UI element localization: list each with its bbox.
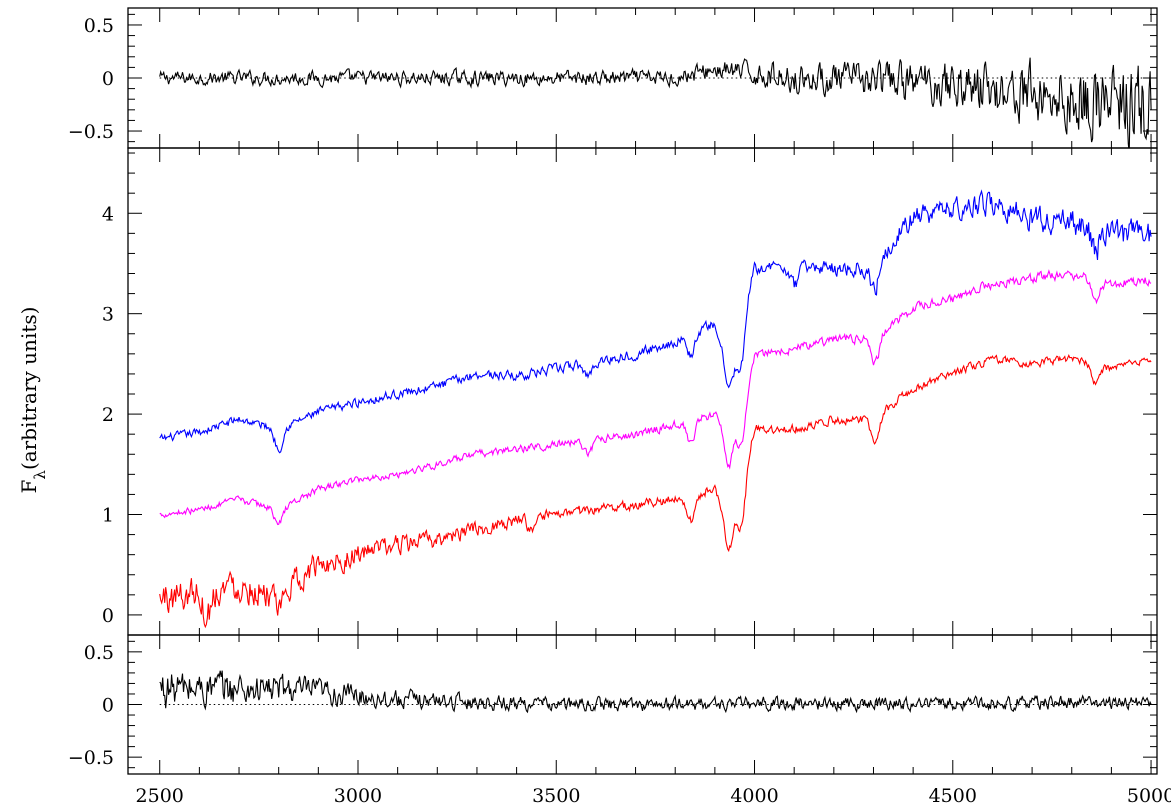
y-tick-label: −0.5: [68, 121, 114, 143]
y-tick-label: 0.5: [84, 642, 114, 664]
x-tick-label: 5000: [1127, 785, 1171, 807]
x-axis: 2500 3000 3500 4000 4500 5000: [136, 785, 1171, 807]
panel-main-spectra: 0 1 2 3 4: [102, 147, 1158, 636]
x-tick-label: 4000: [730, 785, 778, 807]
y-tick-label: 3: [102, 304, 114, 326]
series-line: [159, 354, 1152, 629]
x-tick-label: 4500: [929, 785, 977, 807]
y-axis-title-main: F: [17, 479, 41, 493]
panel-top-residual: −0.5 0 0.5: [68, 7, 1158, 149]
y-tick-label: 2: [102, 404, 114, 426]
y-axis-title-rest: (arbitrary units): [17, 307, 41, 471]
x-tick-label: 2500: [136, 785, 184, 807]
panel-bottom-residual: −0.5 0 0.5: [68, 634, 1158, 775]
y-axis-title-sub: λ: [31, 470, 49, 480]
series-line: [159, 57, 1152, 148]
x-tick-label: 3500: [532, 785, 580, 807]
y-tick-label: 0: [102, 695, 114, 717]
chart-panels: −0.5 0 0.5 0 1 2 3 4 −0.5 0 0.5: [68, 7, 1158, 775]
x-tick-label: 3000: [334, 785, 382, 807]
panel-frame: [127, 147, 1158, 636]
y-tick-label: −0.5: [68, 747, 114, 769]
series-line: [159, 189, 1152, 454]
y-tick-label: 1: [102, 505, 114, 527]
y-axis-title: Fλ(arbitrary units): [17, 307, 49, 494]
series-line: [159, 670, 1152, 714]
y-tick-label: 4: [102, 203, 114, 225]
y-tick-label: 0: [102, 68, 114, 90]
y-tick-label: 0.5: [84, 15, 114, 37]
y-tick-label: 0: [102, 605, 114, 627]
series-line: [159, 269, 1152, 526]
